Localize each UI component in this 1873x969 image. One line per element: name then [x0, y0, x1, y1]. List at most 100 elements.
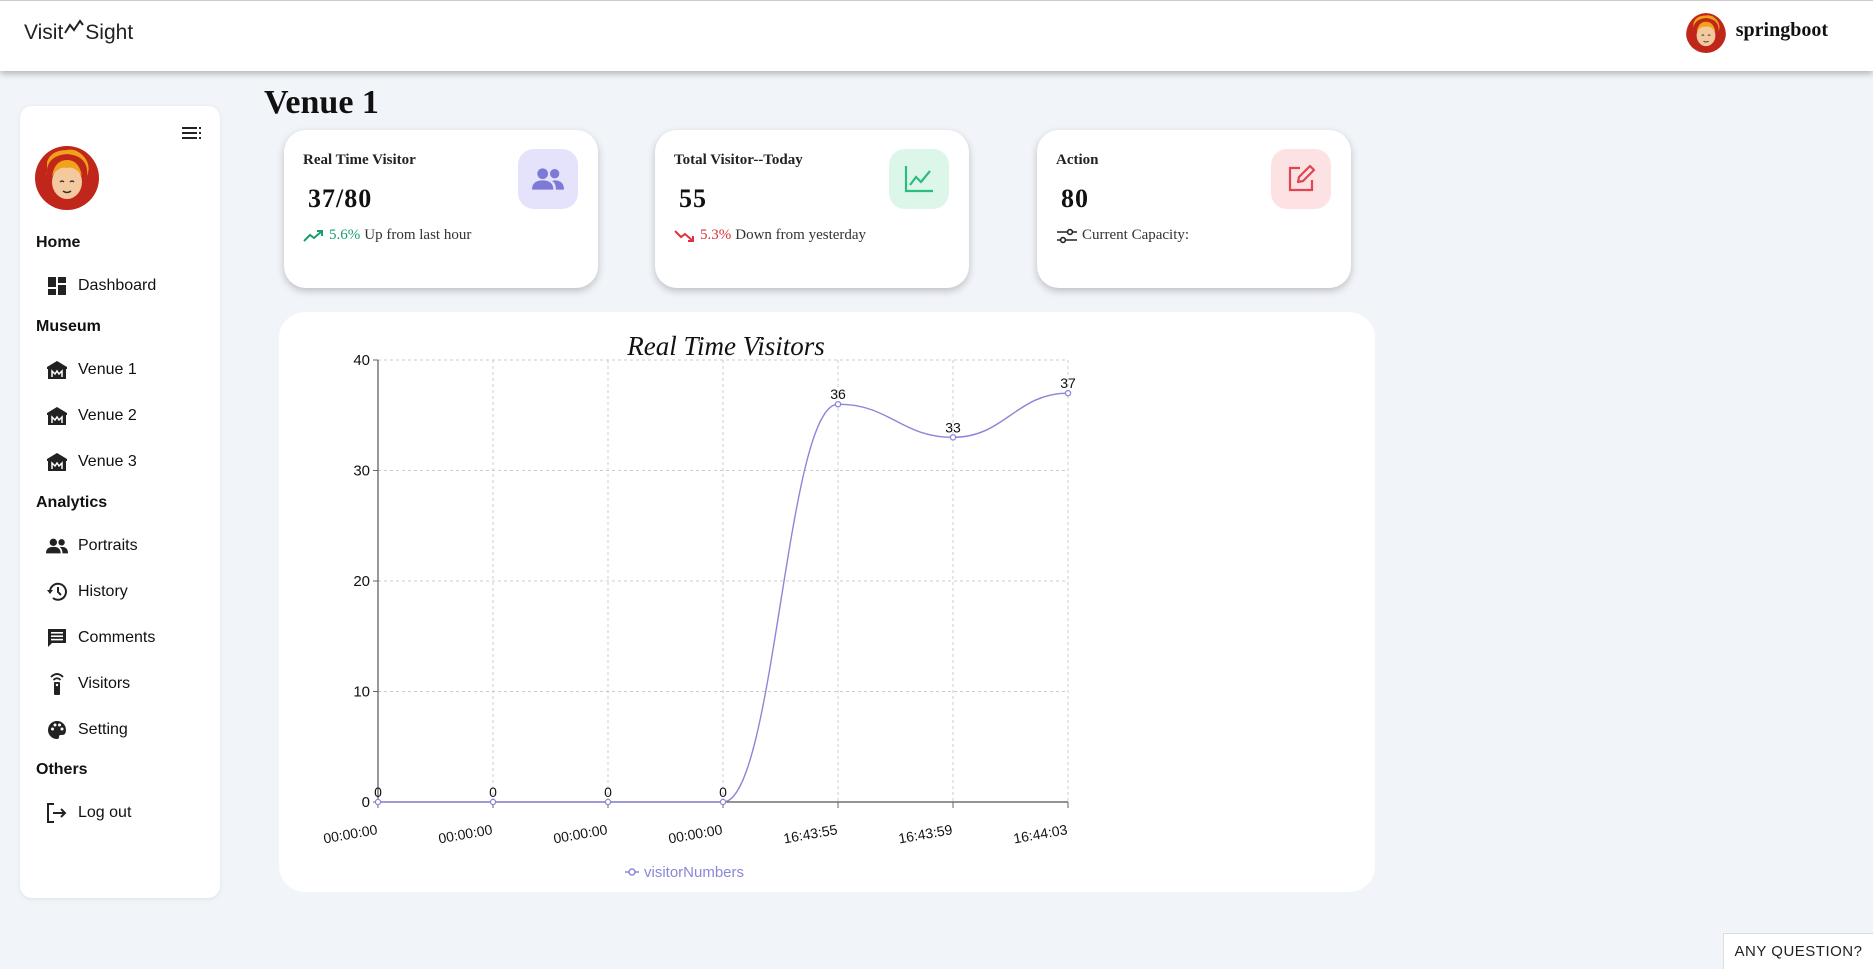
menu-toggle-icon[interactable]	[182, 126, 202, 145]
y-tick-label: 30	[353, 463, 370, 480]
data-point	[374, 798, 382, 806]
sidebar-avatar	[35, 146, 99, 215]
user-avatar[interactable]	[1685, 13, 1726, 58]
card-footer: 5.6% Up from last hour	[303, 227, 471, 244]
comment-icon	[46, 627, 68, 649]
section-others: Others	[36, 761, 88, 778]
x-tick-label: 00:00:00	[437, 821, 494, 846]
sidebar: Home Dashboard Museum Venue 1 Venue 2 Ve…	[20, 106, 220, 898]
sidebar-item-history[interactable]: History	[46, 579, 128, 605]
sidebar-item-label: Setting	[78, 721, 128, 738]
sidebar-item-label: Venue 1	[78, 361, 137, 378]
card-footer: Current Capacity:	[1056, 227, 1189, 244]
section-home: Home	[36, 234, 81, 251]
logo-text-sight: Sight	[85, 21, 134, 44]
data-point	[1064, 389, 1072, 397]
y-tick-label: 10	[353, 684, 370, 701]
user-menu[interactable]: springboot	[1685, 13, 1828, 58]
museum-icon	[46, 451, 68, 473]
visitor-signal-icon	[46, 673, 68, 695]
line-chart-card-icon	[889, 149, 949, 209]
sidebar-item-label: Visitors	[78, 675, 131, 692]
card-title: Total Visitor--Today	[674, 152, 803, 168]
data-label: 0	[719, 784, 727, 800]
username[interactable]: springboot	[1735, 19, 1828, 41]
app-logo[interactable]: Visit Sight	[24, 19, 134, 45]
sliders-icon	[1057, 228, 1077, 243]
change-text: Down from yesterday	[735, 227, 867, 243]
section-museum: Museum	[36, 318, 101, 335]
data-label: 0	[489, 784, 497, 800]
palette-icon	[46, 719, 68, 741]
x-tick-label: 16:43:55	[782, 821, 839, 846]
trend-up-icon	[303, 229, 323, 242]
capacity-text: Current Capacity:	[1082, 227, 1190, 243]
card-footer: 5.3% Down from yesterday	[674, 227, 866, 244]
change-percent: 5.3%	[700, 227, 732, 243]
museum-icon	[46, 359, 68, 381]
data-point	[949, 434, 957, 441]
data-point	[834, 400, 842, 408]
sidebar-item-label: Dashboard	[78, 277, 157, 294]
realtime-visitor-card: Real Time Visitor 37/80 5.6% Up from las…	[284, 130, 598, 288]
top-bar: Visit Sight springboot	[0, 0, 1873, 71]
data-label: 37	[1060, 375, 1076, 391]
sidebar-item-comments[interactable]: Comments	[46, 625, 155, 651]
data-label: 0	[604, 784, 612, 800]
action-card: Action 80 Current Capacity:	[1037, 130, 1351, 288]
sidebar-item-venue-1[interactable]: Venue 1	[46, 357, 137, 383]
total-visitor-card: Total Visitor--Today 55 5.3% Down from y…	[655, 130, 969, 288]
sidebar-item-label: Log out	[78, 804, 132, 821]
y-tick-label: 0	[362, 794, 370, 811]
y-tick-label: 40	[353, 352, 370, 369]
sidebar-item-venue-3[interactable]: Venue 3	[46, 449, 137, 475]
sidebar-item-label: Venue 2	[78, 407, 137, 424]
logo-spark-icon	[64, 19, 85, 34]
sidebar-item-label: Comments	[78, 629, 156, 646]
data-label: 0	[374, 784, 382, 800]
data-point	[604, 798, 612, 806]
legend-label: visitorNumbers	[644, 864, 744, 881]
x-tick-label: 16:44:03	[1012, 821, 1069, 846]
any-question-button[interactable]: ANY QUESTION?	[1723, 933, 1873, 969]
chart-title: Real Time Visitors	[626, 331, 825, 361]
sidebar-item-label: History	[78, 583, 128, 600]
museum-icon	[46, 405, 68, 427]
people-card-icon	[518, 149, 578, 209]
change-percent: 5.6%	[329, 227, 361, 243]
data-point	[489, 798, 497, 806]
sidebar-item-label: Venue 3	[78, 453, 137, 470]
x-tick-label: 16:43:59	[897, 821, 954, 846]
edit-card-icon[interactable]	[1271, 149, 1331, 209]
data-point	[719, 798, 727, 806]
change-text: Up from last hour	[364, 227, 472, 243]
y-tick-label: 20	[353, 573, 370, 590]
logout-icon	[46, 802, 68, 824]
card-title: Real Time Visitor	[303, 152, 416, 168]
people-icon	[46, 535, 68, 557]
card-value: 37/80	[308, 184, 373, 213]
sidebar-item-visitors[interactable]: Visitors	[46, 671, 130, 697]
chart-panel: Real Time Visitors 0 10 20 30 40 00:00:00 00:0…	[279, 312, 1375, 892]
sidebar-item-setting[interactable]: Setting	[46, 717, 128, 743]
dashboard-icon	[46, 275, 68, 297]
card-title: Action	[1056, 152, 1099, 168]
trend-down-icon	[674, 229, 694, 242]
sidebar-item-logout[interactable]: Log out	[46, 800, 131, 826]
x-tick-label: 00:00:00	[552, 821, 609, 846]
x-tick-label: 00:00:00	[322, 821, 379, 846]
page-title: Venue 1	[264, 84, 379, 121]
chart-legend[interactable]: visitorNumbers	[625, 864, 744, 881]
sidebar-item-dashboard[interactable]: Dashboard	[46, 273, 156, 299]
logo-text-visit: Visit	[24, 21, 64, 44]
card-value: 55	[679, 184, 707, 213]
x-tick-label: 00:00:00	[667, 821, 724, 846]
realtime-visitors-chart: Real Time Visitors 0 10 20 30 40 00:00:00 00:0…	[322, 331, 1076, 881]
data-label: 36	[830, 386, 846, 402]
sidebar-item-venue-2[interactable]: Venue 2	[46, 403, 137, 429]
data-label: 33	[945, 419, 961, 435]
section-analytics: Analytics	[36, 494, 108, 511]
sidebar-item-label: Portraits	[78, 537, 138, 554]
sidebar-item-portraits[interactable]: Portraits	[46, 533, 138, 559]
card-value: 80	[1061, 184, 1089, 213]
